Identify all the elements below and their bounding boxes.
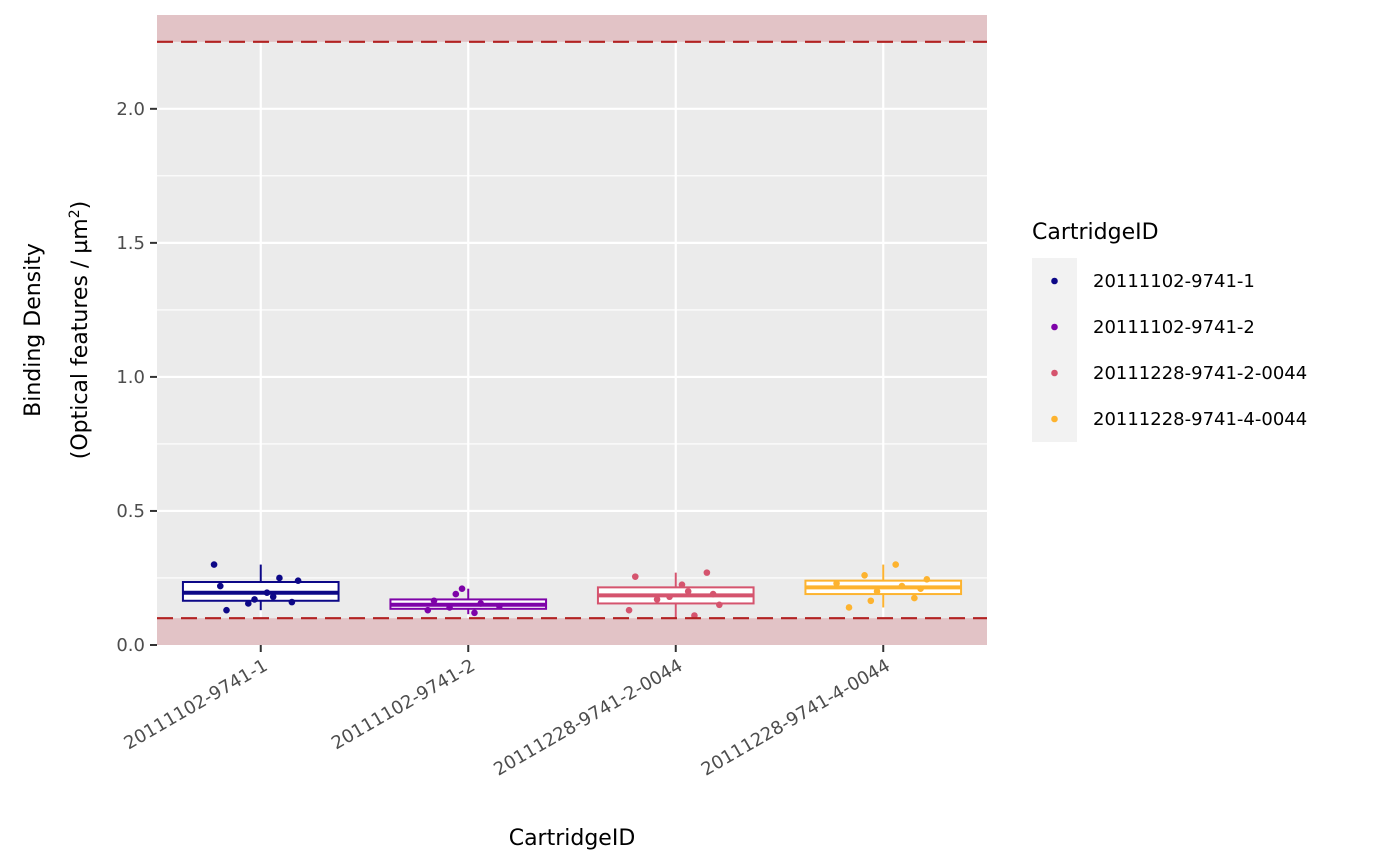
legend-label: 20111102-9741-2: [1093, 317, 1255, 338]
plot-panel: [157, 15, 987, 645]
minor-gridlines: [157, 175, 987, 579]
data-point: [276, 574, 283, 582]
data-point: [269, 593, 277, 601]
data-point: [288, 598, 296, 606]
data-point: [911, 594, 918, 602]
data-point: [471, 609, 478, 617]
data-point: [216, 582, 224, 590]
legend-key-point: [1051, 277, 1058, 285]
data-point: [845, 604, 853, 611]
data-point: [892, 561, 899, 568]
legend-label: 20111228-9741-4-0044: [1093, 409, 1307, 430]
data-point: [861, 571, 868, 579]
data-point: [716, 601, 723, 609]
data-point: [684, 588, 692, 595]
data-point: [496, 602, 503, 610]
data-point: [833, 580, 840, 587]
legend-key-point: [1051, 369, 1058, 377]
data-point: [867, 597, 875, 605]
y-axis-title-line1: Binding Density: [21, 243, 46, 417]
threshold-bands: [157, 15, 987, 645]
major-gridlines: [157, 15, 987, 647]
data-point: [251, 596, 258, 603]
data-point: [430, 597, 438, 605]
data-point: [631, 573, 639, 580]
data-point: [678, 581, 686, 588]
legend-title: CartridgeID: [1032, 220, 1159, 245]
legend-key-point: [1051, 415, 1058, 423]
x-tick-label: 20111228-9741-2-0044: [490, 655, 686, 780]
y-axis: 0.0 0.5 1.0 1.5 2.0: [116, 99, 157, 656]
data-point: [458, 585, 466, 593]
x-tick-label: 20111102-9741-1: [121, 655, 272, 754]
legend-label: 20111228-9741-2-0044: [1093, 363, 1307, 384]
data-point: [245, 600, 252, 607]
y-tick-label: 2.0: [116, 99, 145, 120]
threshold-band-high: [157, 15, 987, 42]
y-tick-label: 1.5: [116, 233, 145, 254]
y-tick-label: 1.0: [116, 367, 145, 388]
data-point: [424, 606, 432, 614]
legend: CartridgeID 20111102-9741-1 20111102-9741…: [1032, 220, 1307, 442]
y-tick-label: 0.0: [116, 635, 145, 656]
x-tick-label: 20111102-9741-2: [328, 655, 479, 754]
data-point: [210, 561, 218, 568]
data-point: [477, 600, 485, 607]
jitter-points: [210, 561, 931, 619]
data-point: [294, 577, 302, 584]
data-point: [917, 585, 924, 593]
data-point: [709, 590, 717, 598]
data-point: [666, 593, 673, 601]
data-point: [223, 606, 230, 614]
data-point: [703, 569, 711, 576]
data-point: [923, 576, 931, 583]
data-point: [898, 582, 906, 590]
y-tick-label: 0.5: [116, 501, 145, 522]
data-point: [446, 604, 453, 611]
data-point: [263, 589, 271, 597]
x-axis-title: CartridgeID: [509, 826, 636, 851]
data-point: [625, 606, 633, 614]
data-point: [653, 596, 661, 603]
y-axis-title-line2: (Optical features / µm2): [67, 201, 93, 460]
legend-label: 20111102-9741-1: [1093, 271, 1255, 292]
legend-key-point: [1051, 323, 1058, 331]
x-axis: 20111102-9741-1 20111102-9741-2 20111228-9…: [121, 645, 894, 780]
threshold-band-low: [157, 618, 987, 645]
threshold-lines: [157, 40, 987, 620]
boxplot-20111102-9741-2: [389, 588, 548, 615]
data-point: [873, 588, 881, 595]
y-axis-title: Binding Density (Optical features / µm2): [21, 201, 93, 460]
x-tick-label: 20111228-9741-4-0044: [698, 655, 894, 780]
data-point: [452, 590, 460, 598]
